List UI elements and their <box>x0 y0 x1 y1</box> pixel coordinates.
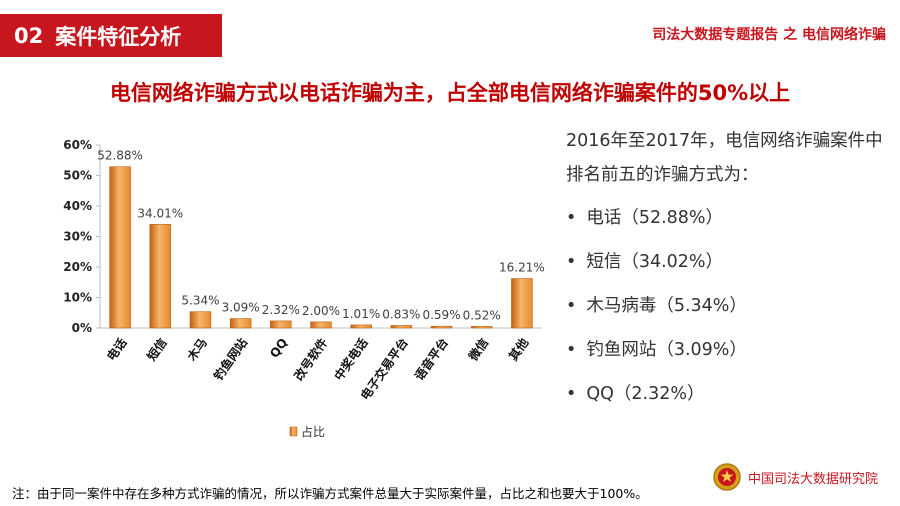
bar <box>149 223 172 329</box>
bullet-icon: • <box>566 208 577 228</box>
bar <box>229 318 252 329</box>
x-category-label: 钓鱼网站 <box>210 335 250 383</box>
bar <box>109 166 131 329</box>
summary-panel: 2016年至2017年，电信网络诈骗案件中排名前五的诈骗方式为： • 电话（52.… <box>566 124 896 416</box>
section-number: 02 <box>14 23 44 48</box>
legend-swatch <box>289 426 298 437</box>
x-category-label: 微信 <box>465 335 492 364</box>
y-tick-label: 60% <box>63 138 92 152</box>
summary-item: • 钓鱼网站（3.09%） <box>566 328 896 372</box>
footnote: 注：由于同一案件中存在多种方式诈骗的情况，所以诈骗方式案件总量大于实际案件量，占… <box>12 486 648 501</box>
x-category-label: QQ <box>267 336 290 361</box>
summary-item: • 短信（34.02%） <box>566 240 896 284</box>
summary-intro: 2016年至2017年，电信网络诈骗案件中排名前五的诈骗方式为： <box>566 131 883 185</box>
y-tick-label: 50% <box>63 169 92 183</box>
y-tick-label: 30% <box>63 230 92 244</box>
x-category-label: 木马 <box>183 335 210 364</box>
report-title: 司法大数据专题报告 之 电信网络诈骗 <box>652 27 886 43</box>
bar <box>470 326 493 329</box>
y-tick-label: 40% <box>63 199 92 213</box>
bar <box>430 325 453 329</box>
summary-list: • 电话（52.88%） • 短信（34.02%） • 木马病毒（5.34%） • 钓鱼… <box>566 196 896 416</box>
data-label: 0.59% <box>422 308 460 322</box>
page-headline: 电信网络诈骗方式以电话诈骗为主，占全部电信网络诈骗案件的50%以上 <box>109 81 791 105</box>
data-label: 2.32% <box>262 303 300 317</box>
bullet-icon: • <box>566 340 577 360</box>
bullet-icon: • <box>566 296 577 316</box>
section-tab: 02 案件特征分析 <box>0 14 222 57</box>
summary-item-text: 钓鱼网站（3.09%） <box>586 340 747 360</box>
data-label: 5.34% <box>181 294 219 308</box>
x-category-label: 短信 <box>144 335 170 363</box>
x-category-label: 电话 <box>103 335 129 363</box>
org-name: 中国司法大数据研究院 <box>747 471 878 487</box>
data-label: 0.83% <box>382 307 420 321</box>
summary-item-text: 木马病毒（5.34%） <box>586 296 747 316</box>
y-tick-label: 20% <box>63 260 92 274</box>
summary-item: • 木马病毒（5.34%） <box>566 284 896 328</box>
x-category-label: 语音平台 <box>411 335 451 383</box>
bullet-icon: • <box>566 384 577 404</box>
data-label: 52.88% <box>97 149 143 163</box>
x-category-label: 改号软件 <box>291 335 331 383</box>
bar <box>350 324 372 329</box>
x-category-label: 中奖电话 <box>331 335 371 383</box>
court-emblem-icon <box>713 463 741 491</box>
bullet-icon: • <box>566 252 577 272</box>
data-label: 0.52% <box>463 308 501 322</box>
legend-label: 占比 <box>301 424 325 439</box>
bar <box>270 320 292 329</box>
org-signature: 中国司法大数据研究院 <box>712 462 878 492</box>
bar <box>189 311 212 329</box>
bar <box>310 321 332 329</box>
bar-chart: 0% 10% 20% 30% 40% 50% 60% 52.88% 34.01% 5.34% 3.… <box>63 138 545 439</box>
y-tick-label: 10% <box>63 291 92 305</box>
summary-item-text: QQ（2.32%） <box>586 384 705 404</box>
bar <box>511 278 533 329</box>
summary-item: • 电话（52.88%） <box>566 196 896 240</box>
section-title: 案件特征分析 <box>55 24 182 49</box>
summary-item: • QQ（2.32%） <box>566 372 896 416</box>
data-label: 2.00% <box>302 304 340 318</box>
bar <box>390 325 413 329</box>
summary-item-text: 短信（34.02%） <box>586 252 724 272</box>
x-category-label: 其他 <box>505 335 531 363</box>
data-label: 1.01% <box>342 307 380 321</box>
y-tick-label: 0% <box>72 321 92 335</box>
data-label: 34.01% <box>137 206 183 220</box>
data-label: 3.09% <box>222 301 260 315</box>
summary-item-text: 电话（52.88%） <box>586 208 724 228</box>
data-label: 16.21% <box>499 261 545 275</box>
